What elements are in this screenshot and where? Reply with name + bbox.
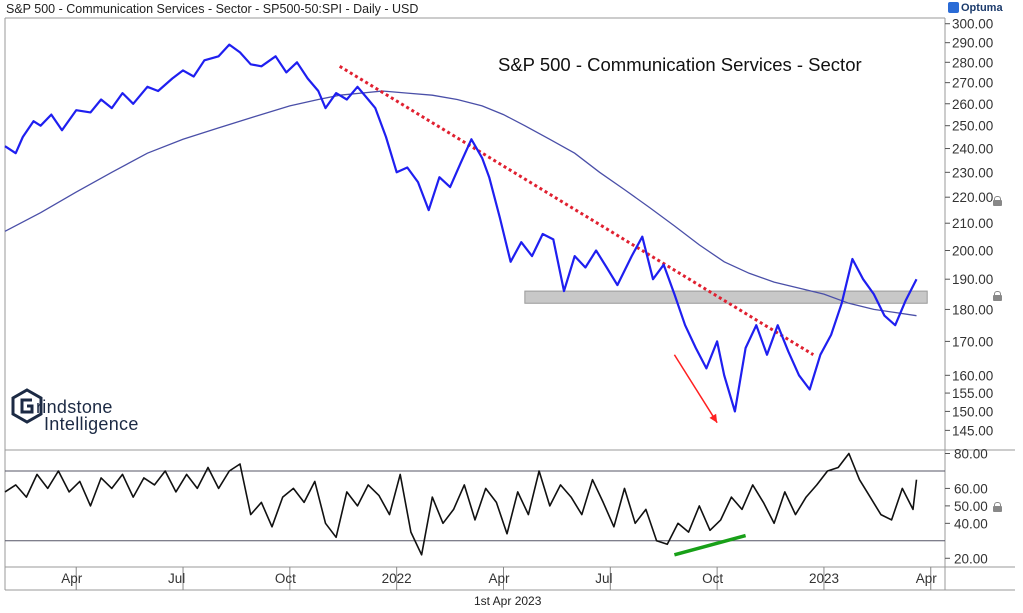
down-arrow-head	[709, 413, 718, 423]
rsi-line	[4, 452, 918, 556]
x-tick-label: Apr	[916, 571, 938, 586]
brand-name: Optuma	[961, 2, 1003, 14]
x-tick-label: Apr	[488, 571, 510, 586]
price-tick-label: 220.00	[952, 190, 993, 205]
hexagon-g-icon	[11, 388, 43, 424]
price-tick-label: 180.00	[952, 302, 993, 317]
x-tick-label: Jul	[595, 571, 612, 586]
x-tick-label: Apr	[61, 571, 83, 586]
chart-header: S&P 500 - Communication Services - Secto…	[6, 2, 419, 16]
price-tick-label: 155.00	[952, 386, 993, 401]
price-tick-label: 160.00	[952, 368, 993, 383]
price-tick-label: 280.00	[952, 55, 993, 70]
chart-marks	[4, 43, 945, 557]
footer-date: 1st Apr 2023	[474, 594, 542, 608]
x-tick-label: Jul	[168, 571, 185, 586]
price-tick-label: 150.00	[952, 404, 993, 419]
price-y-axis: 145.00 150.00 155.00 160.00 170.00 180.00 190.…	[945, 17, 993, 438]
x-tick-label: Oct	[275, 571, 296, 586]
brand-logo: Optuma	[948, 2, 1003, 14]
lock-icon[interactable]	[992, 502, 1002, 512]
moving-average-line	[4, 90, 917, 317]
price-tick-label: 170.00	[952, 334, 993, 349]
price-tick-label: 270.00	[952, 76, 993, 91]
down-arrow-shaft	[673, 354, 718, 424]
price-tick-label: 200.00	[952, 244, 993, 259]
rsi-tick-label: 40.00	[954, 516, 988, 531]
lock-icon[interactable]	[992, 291, 1002, 301]
price-line	[4, 43, 918, 413]
watermark-line-2: Intelligence	[44, 414, 139, 434]
price-tick-label: 250.00	[952, 119, 993, 134]
date-x-axis: Apr Jul Oct 2022 Apr Jul Oct 2023 Apr	[61, 567, 937, 590]
rsi-y-axis: 20.00 40.00 50.00 60.00 80.00	[945, 446, 988, 566]
x-tick-label: Oct	[702, 571, 723, 586]
rsi-tick-label: 80.00	[954, 446, 988, 461]
price-tick-label: 240.00	[952, 142, 993, 157]
rsi-tick-label: 50.00	[954, 499, 988, 514]
price-tick-label: 230.00	[952, 165, 993, 180]
chart-title: S&P 500 - Communication Services - Secto…	[498, 54, 862, 75]
chart-frame	[4, 17, 1015, 591]
rsi-tick-label: 20.00	[954, 551, 988, 566]
x-tick-label: 2023	[809, 571, 839, 586]
rsi-tick-label: 60.00	[954, 481, 988, 496]
price-tick-label: 145.00	[952, 423, 993, 438]
price-tick-label: 190.00	[952, 272, 993, 287]
lock-icon[interactable]	[992, 196, 1002, 206]
price-tick-label: 290.00	[952, 36, 993, 51]
watermark-line-1: rindstone	[36, 397, 113, 417]
support-band	[524, 290, 928, 304]
optuma-logo-icon	[948, 2, 959, 13]
price-tick-label: 210.00	[952, 216, 993, 231]
price-tick-label: 300.00	[952, 17, 993, 32]
divergence-line	[673, 533, 747, 557]
x-tick-label: 2022	[382, 571, 412, 586]
downtrend-line	[338, 65, 815, 356]
price-tick-label: 260.00	[952, 97, 993, 112]
